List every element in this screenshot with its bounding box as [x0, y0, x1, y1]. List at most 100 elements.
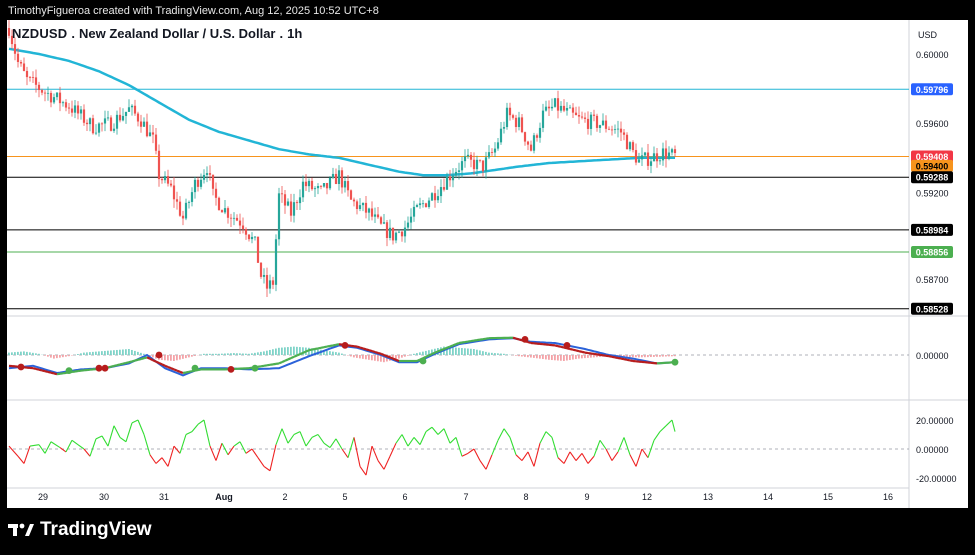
cross-marker[interactable] — [671, 358, 679, 366]
cross-marker[interactable] — [251, 364, 259, 372]
candle-body[interactable] — [82, 109, 86, 123]
candle-body[interactable] — [55, 92, 59, 98]
candle-body[interactable] — [280, 193, 284, 195]
candle-body[interactable] — [28, 77, 32, 78]
candle-body[interactable] — [13, 44, 17, 54]
candle-body[interactable] — [40, 90, 44, 93]
currency-label[interactable]: USD — [918, 30, 938, 40]
candle-body[interactable] — [151, 132, 155, 135]
candle-body[interactable] — [58, 92, 62, 104]
candle-body[interactable] — [178, 201, 182, 216]
candle-body[interactable] — [355, 201, 359, 210]
candle-body[interactable] — [349, 190, 353, 200]
candle-body[interactable] — [16, 53, 20, 62]
candle-body[interactable] — [307, 180, 311, 187]
candle-body[interactable] — [235, 217, 239, 221]
candle-body[interactable] — [616, 128, 620, 130]
candle-body[interactable] — [394, 232, 398, 241]
candle-body[interactable] — [559, 105, 563, 111]
cross-marker[interactable] — [17, 363, 25, 371]
candle-body[interactable] — [316, 186, 320, 189]
candle-body[interactable] — [37, 84, 41, 91]
candle-body[interactable] — [265, 274, 269, 289]
candle-body[interactable] — [427, 200, 431, 208]
level-badge[interactable] — [911, 171, 953, 184]
candle-body[interactable] — [508, 107, 512, 116]
candle-body[interactable] — [421, 203, 425, 205]
candle-body[interactable] — [298, 197, 302, 204]
candle-body[interactable] — [277, 193, 281, 240]
candle-body[interactable] — [385, 222, 389, 238]
candle-body[interactable] — [286, 201, 290, 206]
candle-body[interactable] — [460, 161, 464, 171]
candle-body[interactable] — [22, 63, 26, 71]
level-badge[interactable] — [911, 150, 953, 163]
candle-body[interactable] — [511, 115, 515, 118]
candle-body[interactable] — [565, 107, 569, 111]
candle-body[interactable] — [223, 208, 227, 213]
candle-body[interactable] — [661, 148, 665, 161]
candle-body[interactable] — [202, 174, 206, 180]
candle-body[interactable] — [520, 117, 524, 133]
candle-body[interactable] — [535, 135, 539, 138]
candle-body[interactable] — [199, 179, 203, 187]
candle-body[interactable] — [382, 222, 386, 224]
candle-body[interactable] — [478, 159, 482, 161]
candle-body[interactable] — [544, 106, 548, 111]
cross-marker[interactable] — [419, 357, 427, 365]
candle-body[interactable] — [334, 173, 338, 185]
candle-body[interactable] — [331, 173, 335, 178]
candle-body[interactable] — [139, 121, 143, 127]
candle-body[interactable] — [67, 107, 71, 109]
level-badge[interactable] — [911, 159, 953, 172]
candle-body[interactable] — [604, 120, 608, 129]
candle-body[interactable] — [400, 231, 404, 237]
candle-body[interactable] — [475, 159, 479, 170]
candle-body[interactable] — [448, 176, 452, 181]
candle-body[interactable] — [337, 170, 341, 185]
candle-body[interactable] — [502, 127, 506, 129]
candle-body[interactable] — [148, 132, 152, 137]
candle-body[interactable] — [646, 152, 650, 166]
candle-body[interactable] — [91, 118, 95, 134]
candle-body[interactable] — [547, 106, 551, 109]
candle-body[interactable] — [247, 234, 251, 240]
candle-body[interactable] — [430, 193, 434, 201]
candle-body[interactable] — [187, 201, 191, 203]
candle-body[interactable] — [412, 206, 416, 217]
candle-body[interactable] — [469, 154, 473, 160]
candle-body[interactable] — [439, 187, 443, 197]
candle-body[interactable] — [343, 181, 347, 188]
level-badge[interactable] — [911, 83, 953, 96]
candle-body[interactable] — [670, 149, 674, 153]
candle-body[interactable] — [607, 128, 611, 130]
candle-body[interactable] — [232, 217, 236, 219]
candle-body[interactable] — [163, 176, 167, 181]
candle-body[interactable] — [64, 102, 68, 108]
cross-marker[interactable] — [155, 351, 163, 359]
candle-body[interactable] — [568, 107, 572, 109]
candle-body[interactable] — [181, 215, 185, 219]
candle-body[interactable] — [100, 123, 104, 125]
candle-body[interactable] — [598, 125, 602, 128]
candle-body[interactable] — [217, 197, 221, 211]
moving-average-line[interactable] — [8, 47, 675, 177]
candle-body[interactable] — [655, 153, 659, 162]
candle-body[interactable] — [184, 202, 188, 219]
candle-body[interactable] — [415, 205, 419, 207]
candle-body[interactable] — [208, 173, 212, 175]
candle-body[interactable] — [127, 107, 131, 112]
cross-marker[interactable] — [341, 342, 349, 349]
candle-body[interactable] — [364, 202, 368, 213]
candle-body[interactable] — [553, 98, 557, 107]
candle-body[interactable] — [238, 220, 242, 226]
candle-body[interactable] — [487, 152, 491, 158]
candle-body[interactable] — [526, 141, 530, 145]
candle-body[interactable] — [532, 135, 536, 151]
candle-body[interactable] — [115, 114, 119, 129]
candle-body[interactable] — [514, 117, 518, 128]
candle-body[interactable] — [523, 132, 527, 142]
candle-body[interactable] — [160, 179, 164, 181]
candle-body[interactable] — [49, 92, 53, 103]
candle-body[interactable] — [445, 176, 449, 190]
